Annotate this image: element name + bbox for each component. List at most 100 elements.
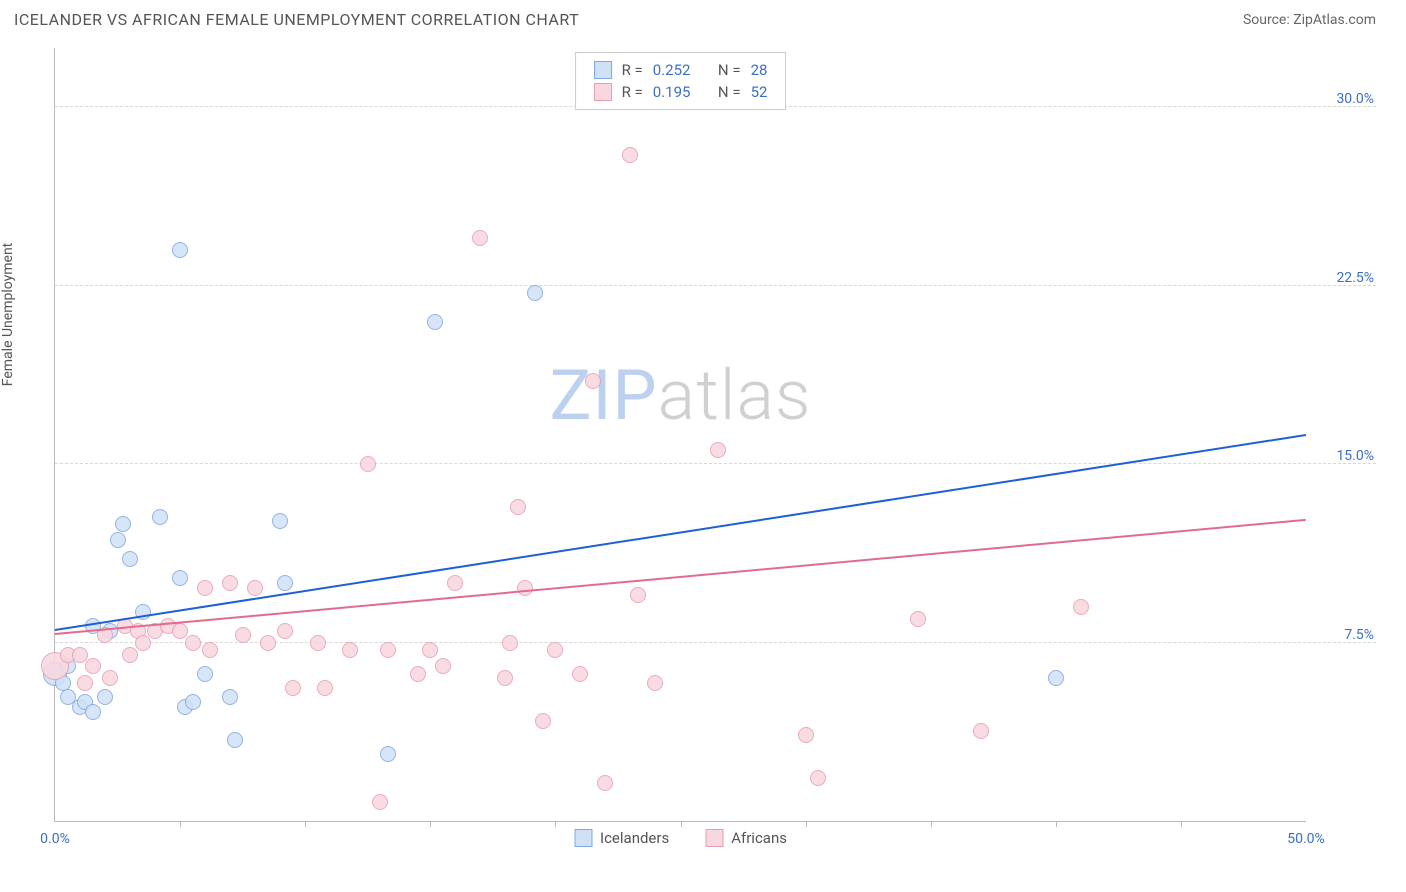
n-label: N = [718, 83, 741, 101]
trend-line [55, 519, 1306, 635]
data-point [235, 627, 251, 643]
data-point [110, 532, 126, 548]
x-tick [430, 821, 431, 827]
x-tick [681, 821, 682, 827]
data-point [380, 642, 396, 658]
x-tick-label: 50.0% [1287, 831, 1325, 847]
data-point [447, 575, 463, 591]
data-point [77, 675, 93, 691]
series-legend: Icelanders Africans [574, 829, 787, 847]
data-point [410, 666, 426, 682]
data-point [472, 230, 488, 246]
r-label: R = [622, 83, 643, 101]
data-point [380, 746, 396, 762]
watermark-atlas: atlas [658, 355, 812, 437]
data-point [810, 770, 826, 786]
data-point [973, 723, 989, 739]
data-point [342, 642, 358, 658]
watermark: ZIPatlas [550, 355, 812, 437]
data-point [630, 587, 646, 603]
source-attribution: Source: ZipAtlas.com [1243, 12, 1376, 28]
plot-area: ZIPatlas R = 0.252 N = 28 R = 0.195 N = … [54, 48, 1306, 822]
data-point [202, 642, 218, 658]
y-tick-label: 7.5% [1344, 627, 1374, 643]
data-point [197, 580, 213, 596]
r-label: R = [622, 61, 643, 79]
data-point [172, 570, 188, 586]
gridline [55, 463, 1376, 464]
y-tick-label: 22.5% [1336, 270, 1374, 286]
data-point [272, 513, 288, 529]
x-tick [555, 821, 556, 827]
r-value-icelanders: 0.252 [653, 61, 691, 79]
data-point [277, 623, 293, 639]
n-label: N = [718, 61, 741, 79]
data-point [798, 727, 814, 743]
swatch-africans [705, 829, 723, 847]
data-point [910, 611, 926, 627]
data-point [597, 775, 613, 791]
legend-item-africans: Africans [705, 829, 787, 847]
data-point [310, 635, 326, 651]
y-tick-label: 15.0% [1336, 448, 1374, 464]
y-tick-label: 30.0% [1336, 91, 1374, 107]
swatch-icelanders [594, 61, 612, 79]
legend-item-icelanders: Icelanders [574, 829, 669, 847]
data-point [185, 635, 201, 651]
data-point [510, 499, 526, 515]
data-point [710, 442, 726, 458]
data-point [1048, 670, 1064, 686]
data-point [547, 642, 563, 658]
gridline [55, 642, 1376, 643]
n-value-icelanders: 28 [751, 61, 768, 79]
data-point [1073, 599, 1089, 615]
swatch-icelanders [574, 829, 592, 847]
series-name-icelanders: Icelanders [600, 829, 669, 847]
data-point [647, 675, 663, 691]
data-point [185, 694, 201, 710]
data-point [172, 242, 188, 258]
swatch-africans [594, 83, 612, 101]
data-point [585, 373, 601, 389]
source-name: ZipAtlas.com [1293, 12, 1376, 28]
data-point [222, 689, 238, 705]
watermark-zip: ZIP [550, 355, 658, 437]
data-point [260, 635, 276, 651]
chart-title: ICELANDER VS AFRICAN FEMALE UNEMPLOYMENT… [14, 10, 579, 29]
x-tick [305, 821, 306, 827]
data-point [135, 635, 151, 651]
data-point [85, 658, 101, 674]
data-point [222, 575, 238, 591]
x-tick [931, 821, 932, 827]
data-point [197, 666, 213, 682]
data-point [497, 670, 513, 686]
gridline [55, 285, 1376, 286]
correlation-legend: R = 0.252 N = 28 R = 0.195 N = 52 [575, 52, 787, 110]
data-point [360, 456, 376, 472]
chart-container: Female Unemployment ZIPatlas R = 0.252 N… [18, 48, 1376, 852]
x-tick [1056, 821, 1057, 827]
data-point [622, 147, 638, 163]
data-point [502, 635, 518, 651]
data-point [102, 670, 118, 686]
data-point [527, 285, 543, 301]
data-point [122, 647, 138, 663]
n-value-africans: 52 [751, 83, 768, 101]
data-point [122, 551, 138, 567]
data-point [277, 575, 293, 591]
data-point [517, 580, 533, 596]
data-point [572, 666, 588, 682]
series-name-africans: Africans [731, 829, 787, 847]
y-axis-label: Female Unemployment [0, 243, 16, 387]
legend-row-africans: R = 0.195 N = 52 [594, 81, 768, 103]
data-point [435, 658, 451, 674]
data-point [227, 732, 243, 748]
legend-row-icelanders: R = 0.252 N = 28 [594, 59, 768, 81]
x-tick [806, 821, 807, 827]
data-point [422, 642, 438, 658]
data-point [427, 314, 443, 330]
r-value-africans: 0.195 [653, 83, 691, 101]
data-point [535, 713, 551, 729]
header: ICELANDER VS AFRICAN FEMALE UNEMPLOYMENT… [0, 0, 1406, 39]
source-prefix: Source: [1243, 12, 1293, 28]
